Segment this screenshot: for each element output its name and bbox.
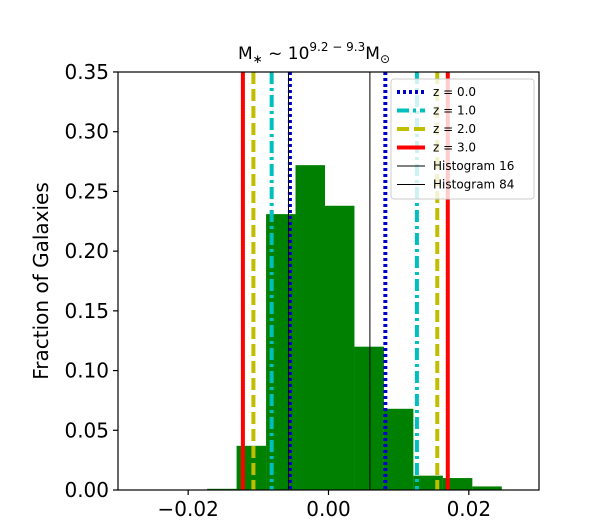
legend-label: z = 1.0	[433, 104, 476, 118]
histogram-bar	[383, 408, 414, 490]
legend-label: Histogram 16	[433, 159, 514, 173]
y-tick-label: 0.30	[64, 120, 109, 144]
legend-box	[390, 78, 535, 200]
y-tick-label: 0.20	[64, 239, 109, 263]
legend-label: Histogram 84	[433, 178, 514, 192]
y-tick-label: 0.10	[64, 359, 109, 383]
axis-ticks: −0.02 0.00 0.02 0.00 0.05 0.10 0.15 0.20 0.25 0.3…	[64, 60, 491, 521]
y-tick-label: 0.35	[64, 60, 109, 84]
y-tick-label: 0.00	[64, 478, 109, 502]
y-axis-label: Fraction of Galaxies	[29, 182, 53, 380]
histogram-bar	[295, 165, 325, 490]
histogram-bar	[354, 346, 384, 490]
x-tick-label: 0.02	[447, 497, 492, 521]
histogram-bar	[324, 205, 355, 490]
legend-label: z = 2.0	[433, 122, 476, 136]
y-tick-label: 0.05	[64, 418, 109, 442]
chart-title: M∗ ~ 109.2 − 9.3M⊙	[238, 40, 390, 66]
legend-label: z = 3.0	[433, 141, 476, 155]
y-tick-label: 0.15	[64, 299, 109, 323]
histogram-bar	[472, 486, 502, 490]
histogram-bar	[442, 478, 473, 490]
legend-label: z = 0.0	[433, 85, 476, 99]
legend: z = 0.0 z = 1.0 z = 2.0 z = 3.0 Histogram 16…	[390, 78, 535, 200]
x-tick-label: 0.00	[306, 497, 351, 521]
x-tick-label: −0.02	[158, 497, 219, 521]
y-tick-label: 0.25	[64, 179, 109, 203]
histogram-bars	[207, 165, 502, 490]
